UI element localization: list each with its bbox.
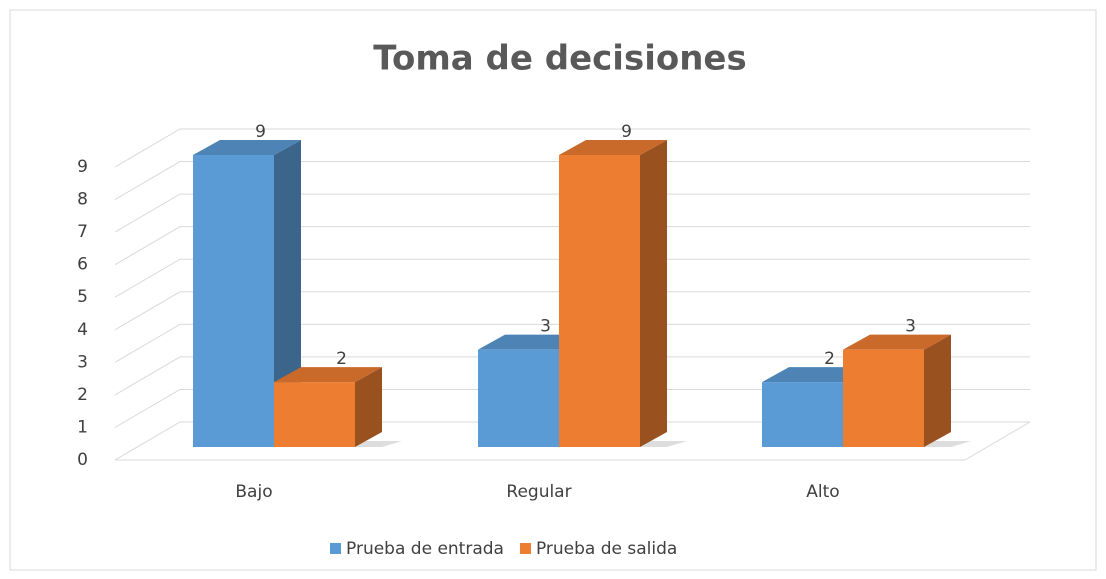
y-tick-label: 5 [77,287,88,307]
bar-top [559,140,667,155]
y-tick-label: 2 [77,385,88,405]
legend-swatch [330,543,341,554]
grid-line [114,291,1030,331]
bar-top [274,367,382,383]
y-tick-label: 4 [77,320,88,340]
x-tick-label: Regular [506,482,571,502]
bar-top [193,140,301,155]
bar [559,155,640,447]
bar [193,155,274,447]
data-label: 3 [540,317,551,337]
y-tick-label: 8 [77,190,88,210]
bar-side [640,140,667,447]
legend-swatch [519,543,531,554]
y-tick-label: 9 [77,157,88,177]
chart-border [9,9,1097,571]
bar-side [274,140,301,447]
bar-top [843,334,951,350]
bar-side [355,367,382,447]
grid-line [114,258,1030,298]
legend-label: Prueba de salida [536,539,677,559]
legend-label: Prueba de entrada [346,539,504,559]
chart-title: Toma de decisiones [373,39,746,79]
data-label: 3 [905,317,916,337]
data-label: 2 [336,349,347,369]
bar [478,349,559,447]
grid-line [114,193,1030,233]
grid-line [114,356,1030,396]
data-label: 9 [621,122,632,142]
bar [843,349,924,447]
bar-side [924,334,951,447]
x-tick-label: Bajo [235,482,272,502]
grid-line [114,161,1030,200]
y-tick-label: 7 [77,222,88,242]
y-tick-label: 0 [77,450,88,470]
grid-line [114,421,1030,461]
grid-line [114,226,1030,266]
grid-line [114,323,1030,363]
x-tick-label: Alto [806,482,839,502]
y-tick-label: 6 [77,255,88,275]
data-label: 2 [824,349,835,369]
grid-line [114,388,1030,428]
y-tick-label: 3 [77,352,88,372]
y-tick-label: 1 [77,417,88,437]
bar [274,382,355,447]
grid-line [114,128,1030,168]
bar [762,382,843,447]
data-label: 9 [255,122,266,142]
floor-line [115,421,1031,461]
